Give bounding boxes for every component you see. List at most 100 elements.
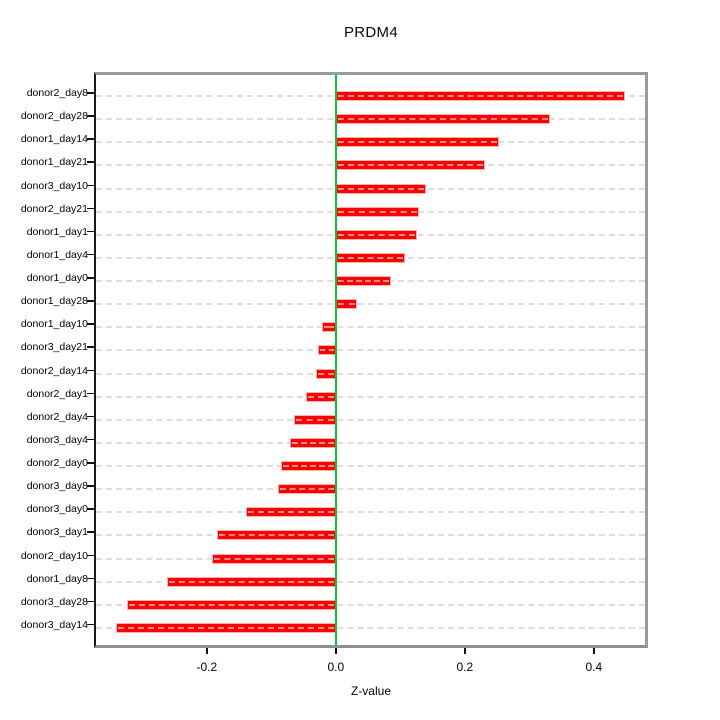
y-axis-label: donor1_day0 — [26, 272, 88, 285]
bar-highlight-dash — [337, 256, 404, 259]
y-axis-tick — [87, 438, 94, 441]
bar-row — [96, 385, 645, 409]
bar — [290, 437, 336, 448]
bar — [335, 137, 500, 148]
bar-row — [96, 153, 645, 177]
gridline — [96, 349, 645, 352]
chart-title: PRDM4 — [343, 24, 398, 41]
bar — [281, 461, 336, 472]
bar — [335, 114, 550, 125]
y-axis-tick — [87, 600, 94, 603]
bar — [335, 206, 419, 217]
y-axis-tick — [87, 138, 94, 140]
bar-row — [96, 593, 645, 617]
bar — [335, 299, 358, 310]
bar — [166, 576, 336, 587]
bar-highlight-dash — [283, 465, 334, 468]
bar-highlight-dash — [323, 326, 334, 329]
zero-line — [334, 75, 337, 645]
gridline — [96, 441, 645, 444]
x-axis-tick-label: 0.4 — [585, 660, 603, 674]
bar-highlight-dash — [129, 603, 334, 606]
bar-highlight-dash — [219, 534, 334, 537]
bar-highlight-dash — [337, 118, 548, 121]
gridline — [96, 557, 645, 560]
y-axis-label: donor2_day8 — [26, 87, 88, 99]
bar-highlight-dash — [317, 372, 334, 375]
y-axis-label: donor3_day8 — [26, 480, 88, 493]
bar-row — [96, 547, 645, 571]
gridline — [96, 418, 645, 421]
y-axis-tick — [87, 508, 94, 510]
y-axis-tick — [87, 346, 94, 348]
bar-row — [96, 107, 645, 131]
y-axis-label: donor2_day1 — [26, 387, 88, 400]
bar-highlight-dash — [292, 441, 334, 444]
y-axis-label: donor2_day14 — [20, 364, 88, 377]
gridline — [96, 626, 645, 629]
y-axis-tick — [87, 623, 94, 626]
bar-highlight-dash — [337, 303, 356, 306]
plot-inner — [96, 75, 645, 645]
plot-area — [94, 72, 648, 648]
bar-highlight-dash — [213, 557, 334, 560]
x-axis-tick-label: -0.2 — [196, 660, 218, 674]
bar-row — [96, 431, 645, 455]
bar — [277, 484, 336, 495]
bar — [217, 530, 336, 541]
gridline — [96, 303, 645, 306]
bar-highlight-dash — [279, 488, 334, 491]
bar-highlight-dash — [337, 164, 484, 167]
y-axis-tick — [87, 369, 94, 372]
bar-row — [96, 570, 645, 594]
y-axis-tick — [87, 577, 94, 580]
y-axis-label: donor3_day10 — [20, 179, 88, 192]
y-axis-tick — [87, 485, 94, 487]
bar-highlight-dash — [296, 418, 334, 421]
bar-row — [96, 315, 645, 339]
y-axis-tick — [87, 115, 94, 117]
bar — [335, 160, 486, 171]
gridline — [96, 488, 645, 491]
y-axis-tick — [87, 230, 94, 233]
bar — [335, 252, 406, 263]
bar-row — [96, 338, 645, 362]
y-axis-label: donor3_day4 — [26, 433, 88, 446]
y-axis-label: donor3_day28 — [20, 595, 88, 608]
bar-row — [96, 362, 645, 386]
bar — [321, 322, 336, 333]
x-axis-tick — [205, 648, 208, 654]
bar-highlight-dash — [247, 511, 334, 514]
bar — [211, 553, 336, 564]
gridline — [96, 372, 645, 375]
y-axis-label: donor2_day4 — [26, 410, 88, 423]
y-axis-tick — [87, 253, 94, 256]
bar-row — [96, 454, 645, 478]
y-axis-label: donor2_day0 — [26, 457, 88, 470]
y-axis-tick — [87, 207, 94, 210]
y-axis-label: donor3_day21 — [20, 341, 88, 354]
bar — [127, 599, 336, 610]
bar-highlight-dash — [168, 580, 334, 583]
bar — [335, 91, 625, 101]
y-axis-tick — [87, 184, 94, 187]
bar-highlight-dash — [337, 210, 417, 213]
bar — [245, 507, 336, 518]
y-axis-label: donor3_day14 — [20, 618, 88, 631]
bar-row — [96, 223, 645, 247]
y-axis-label: donor3_day1 — [26, 526, 88, 539]
x-axis-tick — [463, 648, 466, 654]
bar-row — [96, 269, 645, 293]
bar-highlight-dash — [117, 626, 334, 629]
y-axis-label: donor2_day21 — [20, 202, 88, 215]
y-axis-label: donor1_day28 — [20, 295, 88, 308]
y-axis-tick — [87, 161, 94, 163]
y-axis-tick — [87, 92, 94, 94]
bar-row — [96, 477, 645, 501]
bar — [335, 183, 427, 194]
y-axis-tick — [87, 462, 94, 464]
x-axis-tick-label: 0.0 — [327, 660, 345, 674]
bar-row — [96, 84, 645, 108]
y-axis-label: donor1_day10 — [20, 318, 88, 331]
